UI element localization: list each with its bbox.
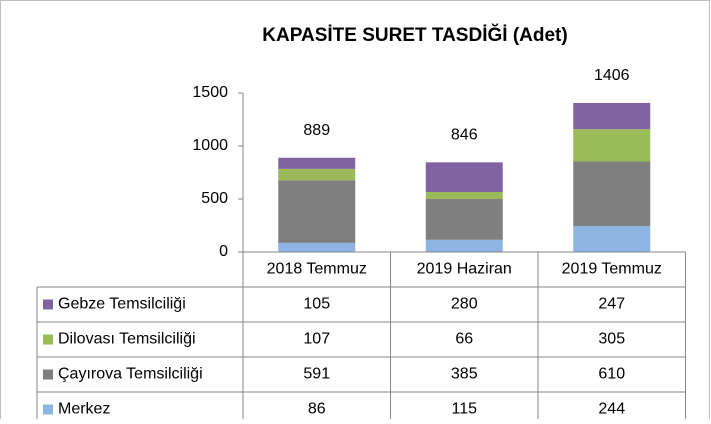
bar-segment <box>573 129 651 162</box>
legend-swatch <box>43 404 53 415</box>
legend-label: Çayırova Temsilciliği <box>58 366 203 383</box>
y-tick-label: 500 <box>201 190 228 207</box>
total-label: 846 <box>451 127 478 144</box>
legend-swatch <box>43 299 53 310</box>
table-cell: 280 <box>451 296 478 313</box>
legend-label: Gebze Temsilciliği <box>58 296 186 313</box>
table-cell: 385 <box>451 366 478 383</box>
bar-segment <box>425 199 503 240</box>
x-tick-label: 2019 Temmuz <box>562 261 662 278</box>
table-cell: 105 <box>303 296 330 313</box>
bar-segment <box>573 226 651 252</box>
y-tick-label: 1000 <box>192 137 228 154</box>
y-tick-label: 1500 <box>192 84 228 101</box>
bar-segment <box>573 161 651 227</box>
bar-segment <box>425 239 503 252</box>
table-cell: 66 <box>455 331 473 348</box>
x-tick-label: 2018 Temmuz <box>267 261 367 278</box>
bar-segment <box>278 168 356 181</box>
x-tick-label: 2019 Haziran <box>417 261 512 278</box>
bar-segment <box>278 180 356 243</box>
bar-segment <box>425 162 503 193</box>
bar-segment <box>573 102 651 130</box>
table-cell: 305 <box>598 331 625 348</box>
table-cell: 107 <box>303 331 330 348</box>
total-label: 1406 <box>594 67 630 84</box>
bar-segment <box>425 192 503 199</box>
legend-label: Merkez <box>58 401 110 418</box>
table-cell: 610 <box>598 366 625 383</box>
y-tick-label: 0 <box>219 243 228 260</box>
table-cell: 115 <box>451 401 477 418</box>
bar-segment <box>278 157 356 169</box>
total-label: 889 <box>303 122 330 139</box>
table-cell: 86 <box>308 401 326 418</box>
legend-label: Dilovası Temsilciliği <box>58 331 196 348</box>
legend-swatch <box>43 334 53 345</box>
table-cell: 591 <box>303 366 330 383</box>
chart-title: KAPASİTE SURET TASDİĞİ (Adet) <box>262 24 567 46</box>
table-cell: 247 <box>598 296 625 313</box>
table-cell: 244 <box>598 401 625 418</box>
bar-segment <box>278 242 356 252</box>
legend-swatch <box>43 369 53 380</box>
